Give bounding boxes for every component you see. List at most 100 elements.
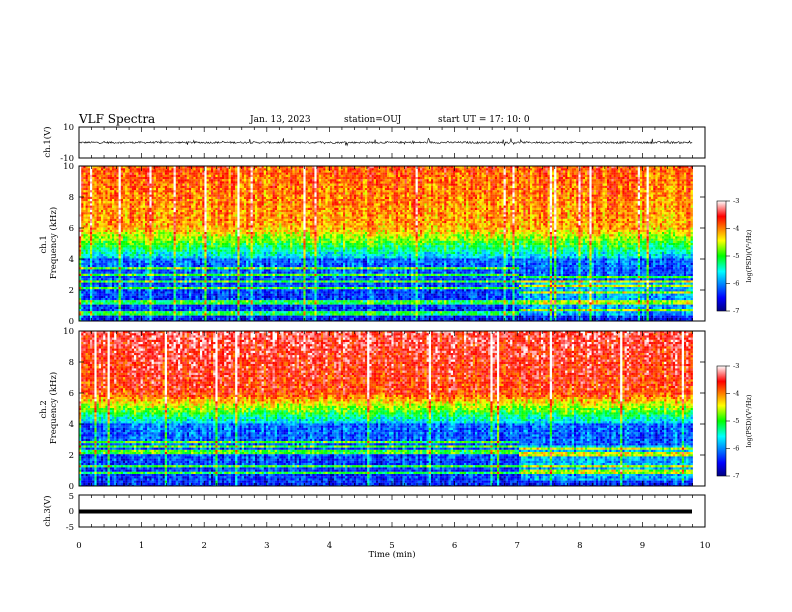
spec1-cell: [176, 269, 178, 271]
spec1-cell: [130, 272, 132, 274]
spec1-cell: [134, 309, 136, 311]
spec1-cell: [167, 283, 169, 285]
spec1-cell: [207, 168, 209, 170]
spec1-cell: [86, 254, 88, 256]
spec1-cell: [147, 217, 149, 219]
spec1-cell: [121, 247, 123, 249]
spec1-cell: [176, 296, 178, 298]
spec1-cell: [156, 223, 158, 225]
spec1-cell: [202, 188, 204, 190]
spec1-cell: [204, 230, 206, 232]
spec1-cell: [147, 294, 149, 296]
spec1-cell: [103, 217, 105, 219]
spec1-cell: [101, 186, 103, 188]
spec1-cell: [207, 298, 209, 300]
spec1-cell: [147, 232, 149, 234]
spec1-cell: [191, 175, 193, 177]
spec1-cell: [204, 269, 206, 271]
spec1-cell: [171, 243, 173, 245]
spec1-cell: [138, 309, 140, 311]
spec1-cell: [110, 177, 112, 179]
spec1-cell: [189, 208, 191, 210]
spec1-cell: [169, 250, 171, 252]
spec1-cell: [116, 258, 118, 260]
spec1-cell: [127, 177, 129, 179]
spec1-cell: [147, 181, 149, 183]
spec1-cell: [165, 228, 167, 230]
spec1-cell: [152, 258, 154, 260]
spec1-cell: [202, 181, 204, 183]
spec1-cell: [200, 278, 202, 280]
spec1-cell: [86, 261, 88, 263]
spec1-cell: [94, 252, 96, 254]
spec1-cell: [114, 168, 116, 170]
spec1-cell: [156, 214, 158, 216]
spec1-cell: [92, 296, 94, 298]
spec1-cell: [88, 250, 90, 252]
spec1-cell: [141, 245, 143, 247]
spec1-cell: [154, 280, 156, 282]
spec1-cell: [121, 265, 123, 267]
spec1-cell: [185, 195, 187, 197]
spec1-cell: [127, 170, 129, 172]
spec1-cell: [191, 274, 193, 276]
spec1-cell: [178, 232, 180, 234]
spec1-cell: [174, 241, 176, 243]
spec1-cell: [130, 173, 132, 175]
spec1-cell: [101, 184, 103, 186]
spec1-cell: [97, 225, 99, 227]
spec1-cell: [99, 228, 101, 230]
spec1-cell: [163, 232, 165, 234]
spec1-cell: [191, 309, 193, 311]
spec1-cell: [160, 289, 162, 291]
spec1-cell: [125, 170, 127, 172]
spec1-cell: [83, 214, 85, 216]
spec1-cell: [152, 289, 154, 291]
spec1-cell: [92, 219, 94, 221]
spec1-cell: [114, 199, 116, 201]
spec1-cell: [92, 311, 94, 313]
spec1-cell: [81, 192, 83, 194]
spec1-cell: [97, 254, 99, 256]
spec1-cell: [92, 239, 94, 241]
spec1-cell: [182, 188, 184, 190]
spec1-cell: [163, 223, 165, 225]
spec1-cell: [97, 300, 99, 302]
spec1-cell: [187, 311, 189, 313]
spec1-cell: [88, 195, 90, 197]
spec1-cell: [165, 217, 167, 219]
spec1-cell: [160, 309, 162, 311]
spec1-cell: [81, 302, 83, 304]
spec1-cell: [110, 228, 112, 230]
spec1-cell: [182, 230, 184, 232]
spec1-cell: [204, 232, 206, 234]
spec1-cell: [132, 243, 134, 245]
spec1-cell: [136, 256, 138, 258]
spec1-cell: [114, 285, 116, 287]
spec1-cell: [176, 177, 178, 179]
spec1-cell: [187, 175, 189, 177]
spec1-cell: [127, 232, 129, 234]
spec1-cell: [193, 221, 195, 223]
spec1-cell: [185, 170, 187, 172]
spec1-cell: [105, 289, 107, 291]
spec1-cell: [200, 274, 202, 276]
spec1-cell: [105, 186, 107, 188]
spec1-cell: [105, 254, 107, 256]
spec1-cell: [108, 313, 110, 315]
spec1-cell: [125, 267, 127, 269]
spec1-cell: [174, 208, 176, 210]
spec1-cell: [163, 241, 165, 243]
spec1-cell: [180, 197, 182, 199]
spec1-cell: [119, 309, 121, 311]
spec1-cell: [158, 186, 160, 188]
spec1-cell: [167, 269, 169, 271]
spec1-cell: [119, 201, 121, 203]
spec1-cell: [130, 318, 132, 320]
spec1-cell: [204, 219, 206, 221]
spec1-cell: [132, 305, 134, 307]
spec1-cell: [193, 300, 195, 302]
spec1-cell: [189, 179, 191, 181]
spec1-cell: [209, 203, 211, 205]
spec1-cell: [187, 199, 189, 201]
